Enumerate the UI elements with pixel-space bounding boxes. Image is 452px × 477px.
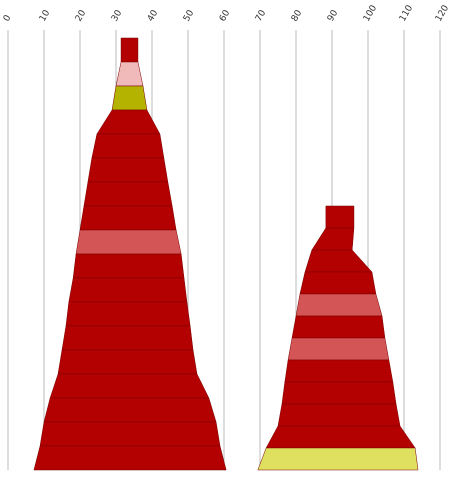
- band: [287, 337, 390, 361]
- band: [65, 301, 191, 327]
- band: [284, 359, 394, 383]
- x-tick-label: 110: [398, 3, 415, 23]
- band: [79, 205, 177, 231]
- band: [33, 445, 227, 471]
- x-tick-label: 70: [254, 8, 269, 23]
- band: [72, 253, 185, 279]
- band: [115, 61, 144, 87]
- band: [311, 227, 355, 251]
- band: [68, 277, 188, 303]
- x-tick-label: 20: [74, 8, 89, 23]
- x-tick-label: 120: [434, 3, 451, 23]
- band: [291, 315, 386, 339]
- band: [49, 373, 210, 399]
- x-tick-label: 80: [290, 8, 305, 23]
- x-tick-label: 0: [2, 13, 14, 23]
- x-tick-label: 10: [38, 8, 53, 23]
- band: [39, 421, 221, 447]
- band: [83, 181, 173, 207]
- band: [281, 381, 397, 405]
- x-tick-label: 30: [110, 8, 125, 23]
- band: [265, 425, 416, 449]
- band: [277, 403, 401, 427]
- band: [257, 447, 419, 471]
- band: [111, 85, 148, 111]
- band: [295, 293, 383, 317]
- x-tick-label: 50: [182, 8, 197, 23]
- band: [96, 109, 161, 135]
- band: [304, 249, 373, 273]
- x-tick-label: 100: [362, 3, 379, 23]
- band: [325, 205, 355, 229]
- band: [120, 37, 139, 63]
- x-tick-label: 40: [146, 8, 161, 23]
- x-tick-label: 60: [218, 8, 233, 23]
- band: [43, 397, 217, 423]
- band: [61, 325, 194, 351]
- band: [75, 229, 182, 255]
- band: [87, 157, 169, 183]
- band: [57, 349, 198, 375]
- band: [91, 133, 165, 159]
- band: [299, 271, 377, 295]
- x-tick-label: 90: [326, 8, 341, 23]
